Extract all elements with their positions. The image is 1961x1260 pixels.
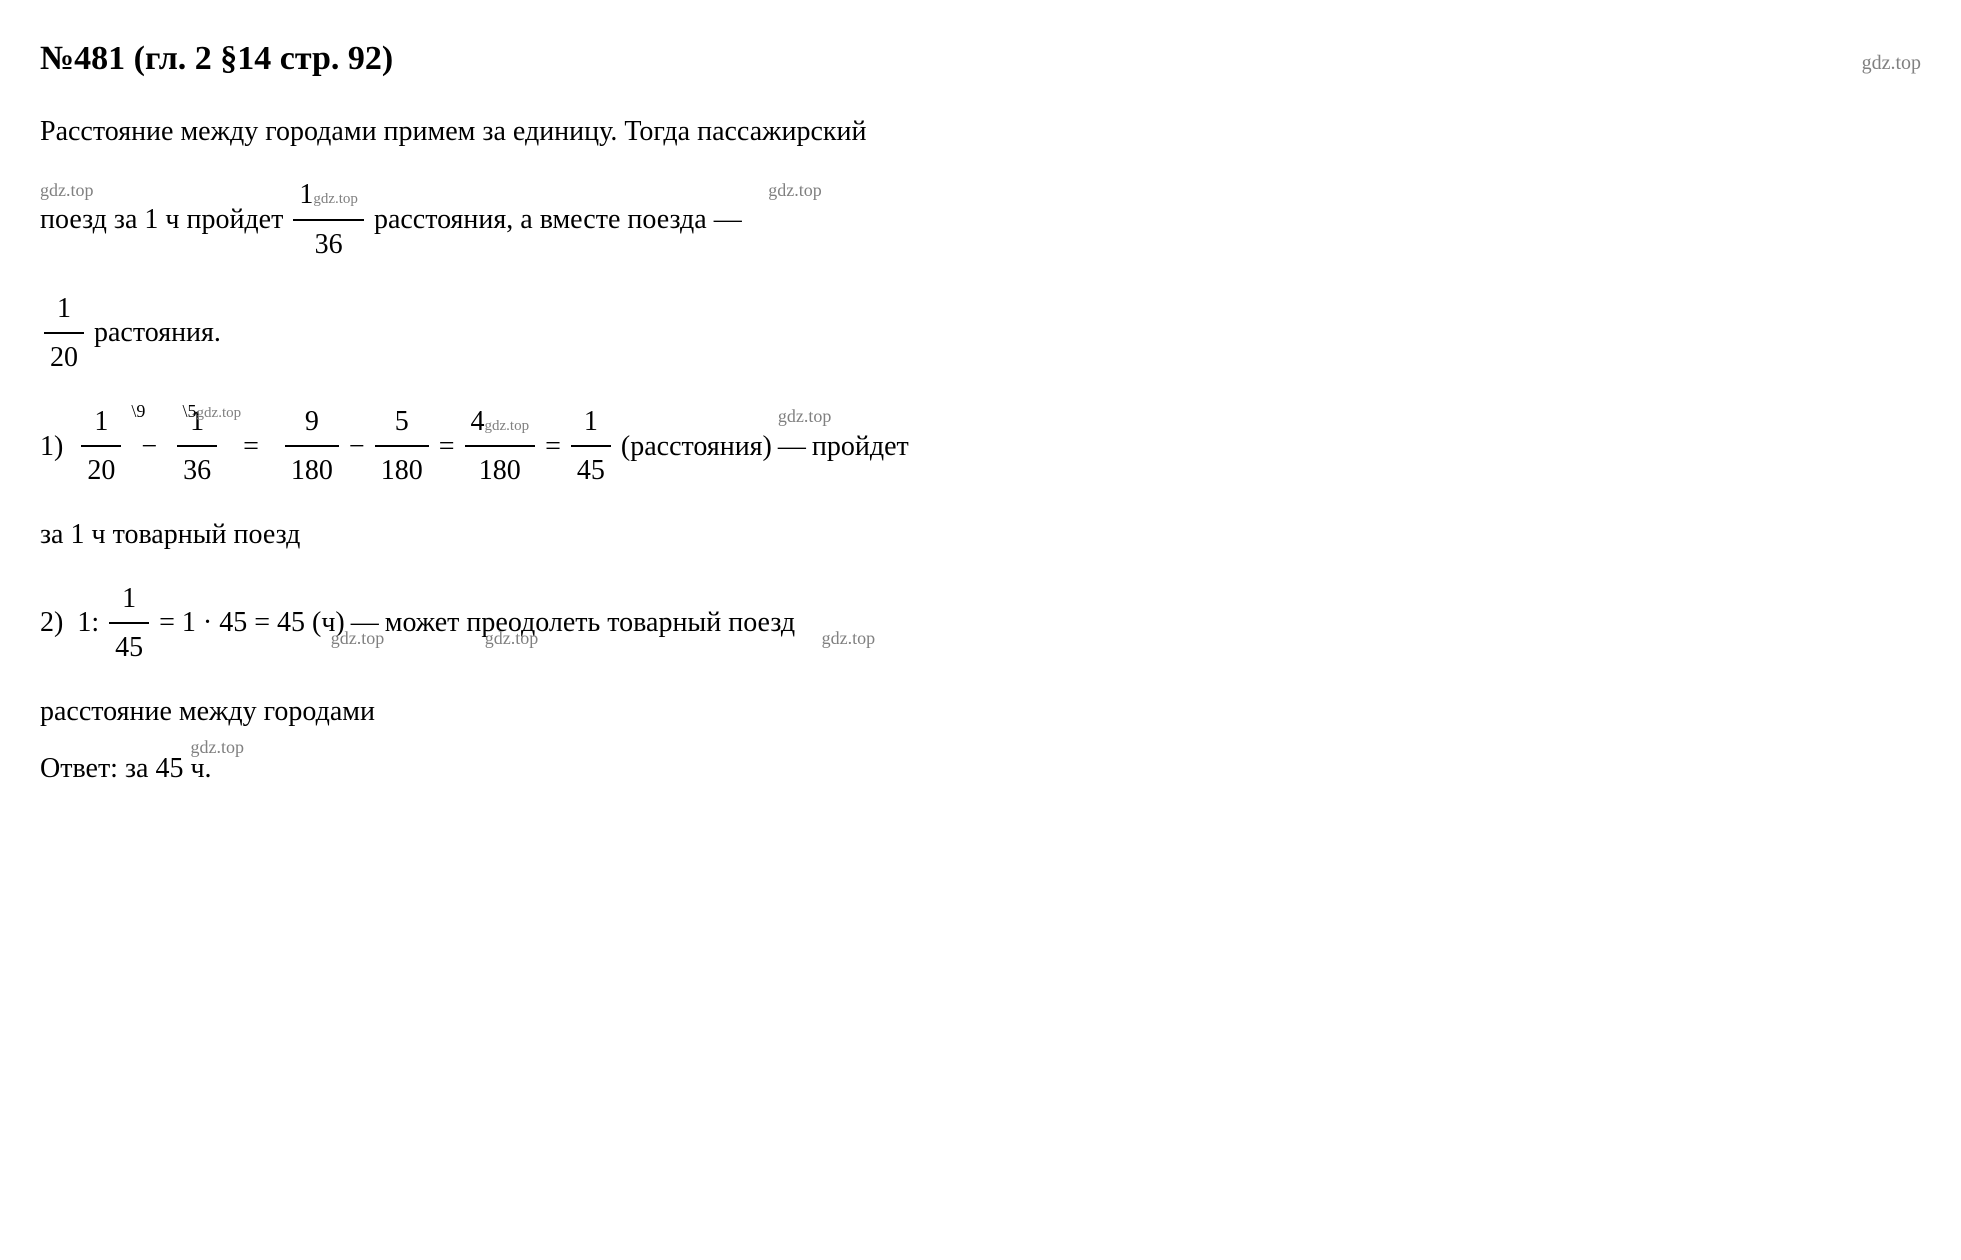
watermark-top: gdz.top bbox=[1862, 46, 1921, 80]
watermark-inline: gdz.top bbox=[331, 623, 385, 654]
fraction-4-180: 4gdz.top 180 bbox=[465, 398, 536, 495]
header-row: №481 (гл. 2 §14 стр. 92) gdz.top bbox=[40, 30, 1921, 88]
fraction-1-36: 1gdz.top 36 bbox=[293, 171, 364, 268]
fraction-1-45-div: 1 45 bbox=[109, 575, 149, 672]
text-segment: gdz.top — bbox=[351, 599, 379, 647]
watermark-inline: gdz.top bbox=[768, 175, 822, 206]
intro-line-1: Расстояние между городами примем за един… bbox=[40, 108, 1921, 156]
watermark-inline: gdz.top bbox=[778, 401, 832, 432]
intro-line-2: gdz.top поезд за 1 ч пройдет 1gdz.top 36… bbox=[40, 171, 1921, 268]
watermark-inline: gdz.top bbox=[822, 623, 876, 654]
fraction-1-20-sup: 1 20 \9 bbox=[81, 398, 121, 495]
step-2-continuation: расстояние между городами bbox=[40, 688, 1921, 736]
watermark-inline: gdz.top bbox=[40, 175, 94, 206]
watermark-inline: gdz.top bbox=[485, 623, 539, 654]
text-segment: (расстояния) bbox=[621, 423, 772, 471]
fraction-9-180: 9 180 bbox=[285, 398, 339, 495]
text-segment: = 1 · 45 = 45 (ч) bbox=[159, 599, 345, 647]
watermark-inline: gdz.top bbox=[485, 418, 530, 434]
watermark-inline: gdz.top bbox=[197, 405, 242, 421]
problem-title: №481 (гл. 2 §14 стр. 92) bbox=[40, 30, 393, 88]
text-segment: gdz.top расстояния, а вместе поезда — bbox=[374, 196, 742, 244]
fraction-5-180: 5 180 bbox=[375, 398, 429, 495]
intro-line-3: 1 20 растояния. bbox=[40, 285, 1921, 382]
text-segment: gdz.top — bbox=[778, 423, 806, 471]
answer-line: Ответ: за 45 gdz.top ч. bbox=[40, 745, 1921, 793]
fraction-1-36-sup: 1 36 \5gdz.top bbox=[177, 398, 217, 495]
step-2-equation: 2) 1: 1 45 = 1 · 45 = 45 (ч) gdz.top — g… bbox=[40, 575, 1921, 672]
step-label: 1) bbox=[40, 423, 63, 471]
step-1-continuation: за 1 ч товарный поезд bbox=[40, 511, 1921, 559]
text-segment: растояния. bbox=[94, 309, 221, 357]
watermark-inline: gdz.top bbox=[313, 191, 358, 207]
step-label: 2) bbox=[40, 599, 63, 647]
step-1-equation: 1) 1 20 \9 − 1 36 \5gdz.top = 9 180 − 5 … bbox=[40, 398, 1921, 495]
watermark-inline: gdz.top bbox=[190, 732, 244, 763]
fraction-1-20: 1 20 bbox=[44, 285, 84, 382]
fraction-1-45: 1 45 bbox=[571, 398, 611, 495]
text-segment: gdz.top gdz.top может преодолеть товарны… bbox=[385, 599, 795, 647]
text-segment: gdz.top поезд за 1 ч пройдет bbox=[40, 196, 283, 244]
